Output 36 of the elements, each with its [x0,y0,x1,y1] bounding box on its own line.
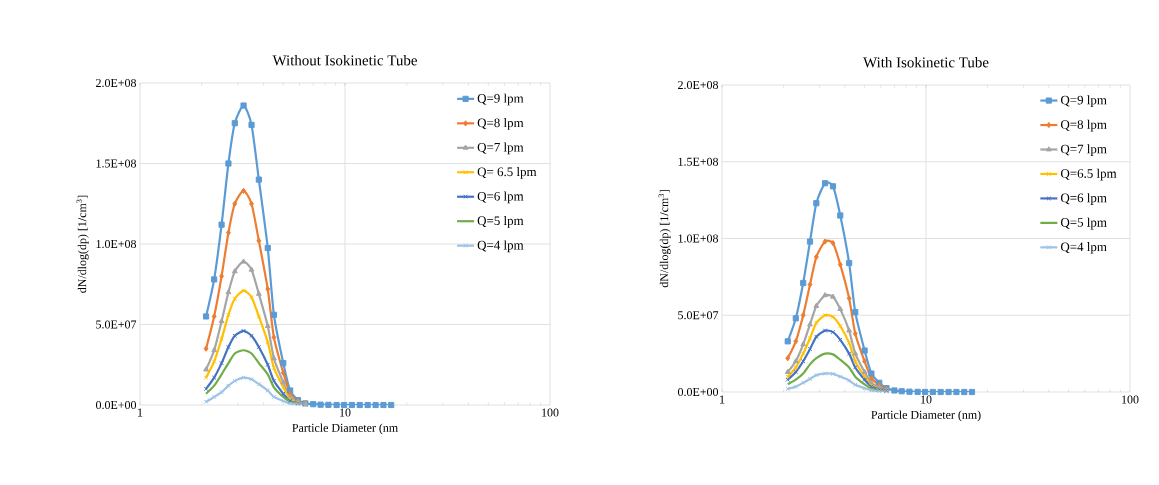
x-tick-label: 10 [921,395,932,404]
legend-label: Q=9 lpm [1060,95,1107,108]
chart-title: Without Isokinetic Tube [272,54,417,66]
x-tick-label: 10 [340,408,351,417]
x-tick-label: 1 [720,395,725,404]
legend-label: Q=5 lpm [1060,217,1107,230]
y-tick-label: 0.0E+00 [95,400,137,410]
legend-label: Q= 6.5 lpm [477,167,537,179]
chart-title: With Isokinetic Tube [863,56,989,68]
x-tick-label: 100 [1122,395,1139,404]
y-tick-label: 5.0E+07 [678,311,719,320]
legend-label: Q=4 lpm [477,240,524,253]
x-axis-title: Particle Diameter (nm [292,423,398,435]
x-axis-title: Particle Diameter (nm) [871,410,981,422]
x-tick-label: 1 [138,408,143,417]
y-tick-label: 5.0E+07 [96,320,137,329]
y-tick-label: 0.0E+00 [678,387,719,397]
legend-label: Q=6 lpm [477,191,524,204]
legend-label: Q=8 lpm [1060,119,1107,132]
y-axis-title: dN/dlog(dp) [1/cm$^{3}$] [76,195,89,293]
y-tick-label: 1.0E+08 [96,239,137,249]
y-tick-label: 2.0E+08 [96,78,137,88]
legend-label: Q=9 lpm [477,93,524,106]
y-tick-label: 1.5E+08 [678,157,719,166]
y-tick-label: 2.0E+08 [678,80,719,90]
legend-label: Q=6 lpm [1060,193,1107,205]
y-axis-title: dN/dlog(dp) [1/cm$^{3}$] [658,190,671,288]
legend-label: Q=7 lpm [1060,144,1107,156]
legend-label: Q=7 lpm [477,142,524,155]
legend-label: Q=4 lpm [1060,242,1107,254]
legend-label: Q=8 lpm [477,118,524,130]
x-tick-label: 100 [542,408,559,417]
legend-label: Q=6.5 lpm [1060,168,1117,181]
y-tick-label: 1.5E+08 [96,159,137,168]
y-tick-label: 1.0E+08 [678,234,719,243]
legend-label: Q=5 lpm [477,215,524,228]
